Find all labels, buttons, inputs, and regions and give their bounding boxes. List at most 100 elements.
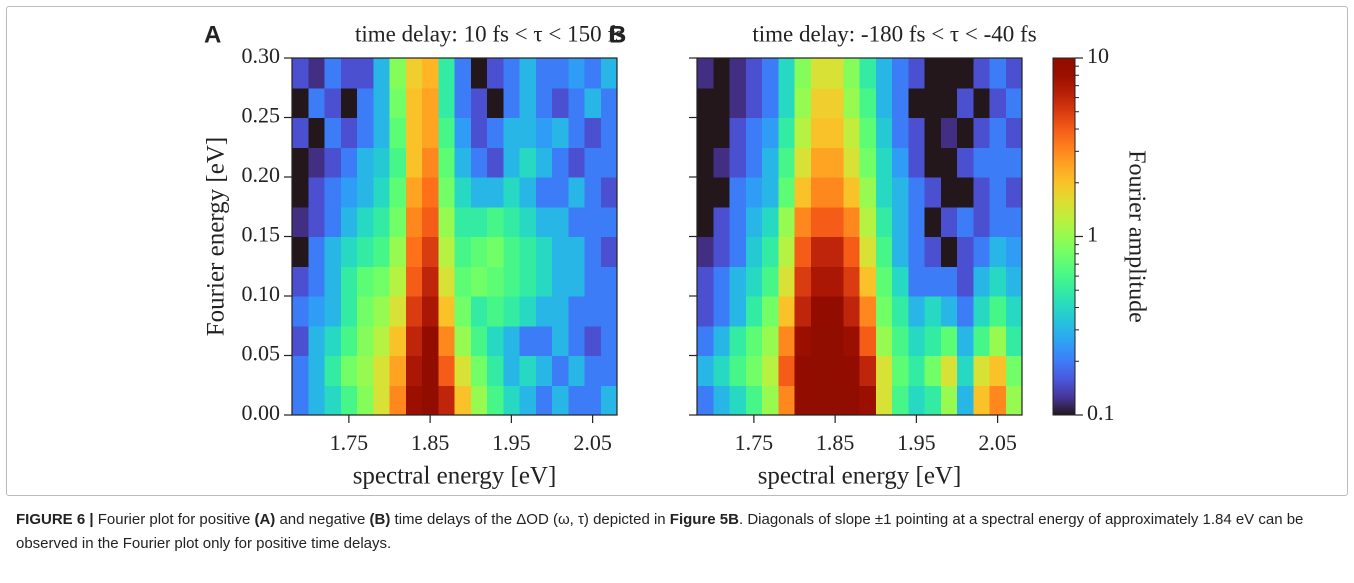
heat-cell (373, 58, 390, 89)
heat-cell (470, 58, 488, 89)
heat-cell (908, 296, 925, 327)
heat-cell (1005, 117, 1023, 148)
heat-cell (1005, 325, 1023, 356)
heat-cell (924, 325, 942, 356)
heat-cell (762, 87, 779, 118)
heat-cell (552, 177, 569, 208)
heat-cell (908, 58, 925, 89)
heat-cell (470, 385, 488, 416)
heat-cell (405, 296, 423, 327)
heat-cell (552, 385, 569, 416)
heat-cell (552, 266, 569, 297)
heat-cell (422, 206, 439, 237)
heat-cell (568, 266, 585, 297)
x-tick-label: 1.95 (492, 430, 531, 455)
y-tick-label: 0.30 (242, 43, 281, 68)
heat-cell (843, 177, 860, 208)
heat-cell (778, 355, 795, 386)
heat-cell (973, 177, 990, 208)
heat-cell (584, 87, 602, 118)
heat-cell (600, 58, 618, 89)
heat-cell (745, 266, 763, 297)
heat-cell (859, 296, 877, 327)
heat-cell (503, 58, 520, 89)
heat-cell (405, 325, 423, 356)
heat-cell (438, 58, 455, 89)
heat-cell (762, 325, 779, 356)
heat-cell (762, 206, 779, 237)
heat-cell (859, 117, 877, 148)
heat-cell (292, 87, 309, 118)
heat-cell (827, 87, 844, 118)
heat-cell (308, 355, 325, 386)
heat-cell (794, 206, 812, 237)
heat-cell (389, 147, 407, 178)
heat-cell (405, 177, 423, 208)
heat-cell (713, 147, 730, 178)
heat-cell (389, 266, 407, 297)
heat-cell (357, 87, 374, 118)
heat-cell (713, 236, 730, 267)
heat-cell (373, 236, 390, 267)
heat-cell (438, 117, 455, 148)
heat-cell (794, 385, 812, 416)
heat-cell (470, 177, 488, 208)
heat-cell (778, 58, 795, 89)
heat-cell (859, 236, 877, 267)
heat-cell (940, 147, 958, 178)
heat-cell (697, 236, 714, 267)
heat-cell (940, 206, 958, 237)
heat-cell (843, 355, 860, 386)
caption-run: . Diagonals of slope ±1 pointing at a sp… (16, 511, 1304, 552)
heat-cell (1005, 266, 1023, 297)
heat-cell (487, 296, 504, 327)
heat-cell (600, 296, 618, 327)
heat-cell (875, 147, 893, 178)
heat-cell (940, 325, 958, 356)
heat-cell (454, 117, 472, 148)
heat-cell (405, 147, 423, 178)
heat-cell (1005, 147, 1023, 178)
heat-cell (552, 236, 569, 267)
heat-cell (875, 296, 893, 327)
heat-cell (552, 87, 569, 118)
heat-cell (454, 266, 472, 297)
heat-cell (745, 147, 763, 178)
heat-cell (892, 87, 909, 118)
heat-cell (535, 266, 553, 297)
heat-cell (778, 206, 795, 237)
heat-cell (292, 325, 309, 356)
heat-cell (989, 296, 1007, 327)
heat-cell (373, 325, 390, 356)
heat-cell (745, 325, 763, 356)
heat-cell (584, 177, 602, 208)
heat-cell (778, 296, 795, 327)
heat-cell (600, 385, 618, 416)
heat-cell (1005, 385, 1023, 416)
heat-cell (973, 206, 990, 237)
heat-cell (503, 177, 520, 208)
heat-cell (487, 58, 504, 89)
heat-cell (324, 236, 342, 267)
heat-cell (519, 236, 537, 267)
heat-cell (438, 355, 455, 386)
heat-cell (794, 325, 812, 356)
heat-cell (568, 206, 585, 237)
heat-cell (454, 87, 472, 118)
heat-cell (794, 117, 812, 148)
heat-cell (989, 87, 1007, 118)
heat-cell (973, 117, 990, 148)
heat-cell (405, 87, 423, 118)
heat-cell (1005, 355, 1023, 386)
heat-cell (973, 325, 990, 356)
heat-cell (568, 87, 585, 118)
heat-cell (519, 58, 537, 89)
heat-cell (697, 206, 714, 237)
heat-cell (843, 325, 860, 356)
heat-cell (713, 177, 730, 208)
heat-cell (729, 206, 747, 237)
heat-cell (519, 325, 537, 356)
heat-cell (762, 177, 779, 208)
heat-cell (324, 58, 342, 89)
heat-cell (308, 325, 325, 356)
